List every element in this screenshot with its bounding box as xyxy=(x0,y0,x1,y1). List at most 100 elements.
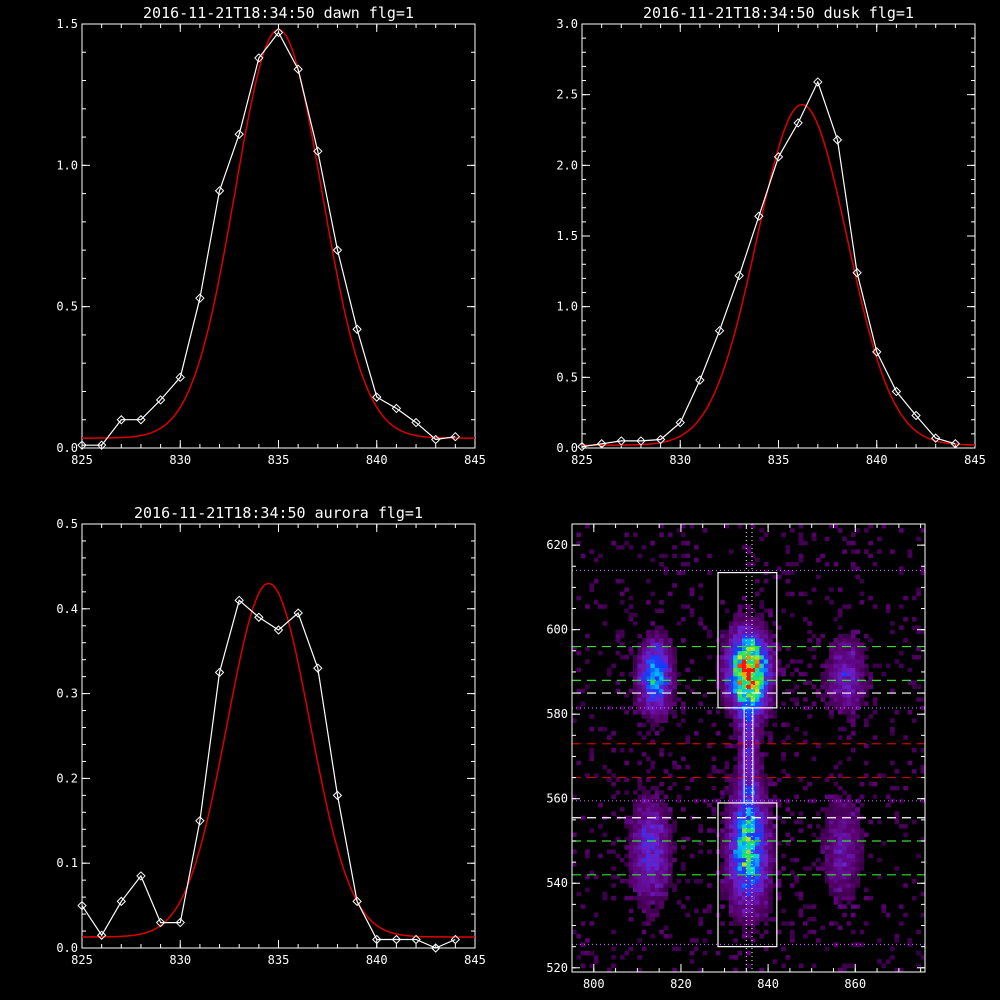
plot-frame xyxy=(81,23,476,449)
heatmap-cell xyxy=(755,655,760,660)
heatmap-cell xyxy=(916,536,921,542)
heatmap-cell xyxy=(742,807,747,812)
heatmap-cell xyxy=(663,697,669,702)
heatmap-cell xyxy=(894,769,900,774)
heatmap-cell xyxy=(746,912,751,918)
heatmap-cell xyxy=(877,857,882,863)
data-point xyxy=(675,417,685,428)
heatmap-cell xyxy=(811,701,817,706)
heatmap-cell xyxy=(733,743,738,749)
heatmap-cell xyxy=(750,663,756,668)
heatmap-cell xyxy=(654,718,660,723)
heatmap-cell xyxy=(611,874,616,880)
heatmap-cell xyxy=(755,895,760,901)
heatmap-cell xyxy=(776,671,782,677)
heatmap-cell xyxy=(842,663,847,668)
heatmap-cell xyxy=(711,798,717,804)
heatmap-cell xyxy=(637,900,643,905)
y-tick-label: 2.0 xyxy=(556,158,578,172)
y-tick-label: 560 xyxy=(546,792,568,806)
data-point xyxy=(254,612,264,622)
heatmap-cell xyxy=(772,849,778,854)
heatmap-cell xyxy=(611,895,616,901)
heatmap-cell xyxy=(663,895,669,901)
heatmap-cell xyxy=(728,900,734,905)
heatmap-cell xyxy=(772,870,778,876)
heatmap-cell xyxy=(833,693,839,698)
heatmap-cell xyxy=(833,798,839,804)
heatmap-cell xyxy=(633,870,638,876)
heatmap-cell xyxy=(759,600,765,605)
heatmap-cell xyxy=(646,828,651,833)
heatmap-cell xyxy=(728,862,734,867)
heatmap-cell xyxy=(868,553,873,559)
heatmap-cell xyxy=(746,638,751,643)
heatmap-cell xyxy=(763,667,769,673)
heatmap-cell xyxy=(737,663,743,668)
heatmap-cell xyxy=(720,883,725,888)
heatmap-cell xyxy=(659,819,664,825)
heatmap-cell xyxy=(816,824,821,829)
heatmap-cell xyxy=(894,659,900,664)
heatmap-cell xyxy=(659,553,664,559)
heatmap-cell xyxy=(837,693,843,698)
heatmap-cell xyxy=(659,667,664,673)
heatmap-cell xyxy=(628,748,634,753)
heatmap-cell xyxy=(759,621,765,626)
data-point xyxy=(195,816,205,826)
heatmap-cell xyxy=(737,853,743,859)
heatmap-cell xyxy=(628,828,634,833)
heatmap-cell xyxy=(759,756,765,761)
heatmap-cell xyxy=(663,883,669,888)
heatmap-cell xyxy=(768,874,773,880)
heatmap-cell xyxy=(667,853,673,859)
heatmap-cell xyxy=(768,655,773,660)
heatmap-cell xyxy=(720,845,725,850)
heatmap-cell xyxy=(750,866,756,871)
heatmap-cell xyxy=(715,769,721,774)
heatmap-cell xyxy=(667,650,673,656)
heatmap-cell xyxy=(702,693,708,698)
heatmap-cell xyxy=(846,684,852,690)
heatmap-cell xyxy=(720,904,725,909)
heatmap-cell xyxy=(728,676,734,681)
heatmap-cell xyxy=(746,650,751,656)
heatmap-cell xyxy=(911,617,917,622)
heatmap-cell xyxy=(750,938,756,943)
heatmap-cell xyxy=(789,659,795,664)
heatmap-cell xyxy=(907,553,913,559)
heatmap-cell xyxy=(789,528,795,533)
heatmap-cell xyxy=(737,693,743,698)
heatmap-cell xyxy=(737,676,743,681)
heatmap-cell xyxy=(811,798,817,804)
heatmap-cell xyxy=(698,595,704,601)
heatmap-cell xyxy=(576,540,582,546)
heatmap-cell xyxy=(707,710,712,715)
heatmap-cell xyxy=(746,545,751,550)
heatmap-cell xyxy=(681,524,686,529)
heatmap-cell xyxy=(728,815,734,821)
heatmap-cell xyxy=(763,642,769,647)
heatmap-cell xyxy=(654,722,660,728)
heatmap-cell xyxy=(733,769,738,774)
heatmap-cell xyxy=(637,891,643,897)
heatmap-cell xyxy=(585,887,590,892)
heatmap-cell xyxy=(855,870,860,876)
y-tick-label: 620 xyxy=(546,538,568,552)
heatmap-cell xyxy=(663,807,669,812)
heatmap-cell xyxy=(750,807,756,812)
heatmap-cell xyxy=(715,950,721,956)
heatmap-cell xyxy=(864,760,869,766)
heatmap-cell xyxy=(864,549,869,554)
heatmap-cell xyxy=(846,650,852,656)
heatmap-cell xyxy=(746,663,751,668)
heatmap-cell xyxy=(737,629,743,635)
heatmap-cell xyxy=(637,693,643,698)
heatmap-cell xyxy=(911,895,917,901)
heatmap-cell xyxy=(615,777,621,783)
heatmap-cell xyxy=(781,701,786,706)
heatmap-cell xyxy=(842,967,847,973)
heatmap-cell xyxy=(585,853,590,859)
heatmap-cell xyxy=(619,807,625,812)
heatmap-cell xyxy=(580,815,586,821)
